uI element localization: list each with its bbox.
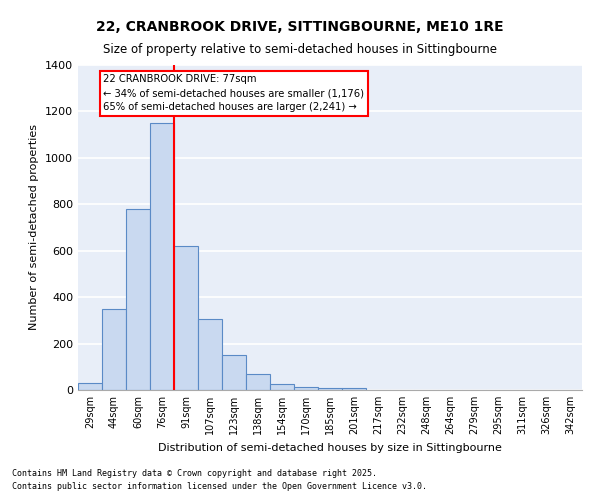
Bar [294, 386, 318, 390]
Text: 22, CRANBROOK DRIVE, SITTINGBOURNE, ME10 1RE: 22, CRANBROOK DRIVE, SITTINGBOURNE, ME10… [96, 20, 504, 34]
Bar [222, 355, 246, 390]
Bar [174, 246, 198, 390]
Text: Size of property relative to semi-detached houses in Sittingbourne: Size of property relative to semi-detach… [103, 42, 497, 56]
Bar [102, 308, 126, 390]
Bar [126, 209, 150, 390]
Bar [342, 388, 366, 390]
Bar [318, 388, 342, 390]
Y-axis label: Number of semi-detached properties: Number of semi-detached properties [29, 124, 40, 330]
Bar [198, 319, 222, 390]
X-axis label: Distribution of semi-detached houses by size in Sittingbourne: Distribution of semi-detached houses by … [158, 442, 502, 452]
Text: Contains HM Land Registry data © Crown copyright and database right 2025.: Contains HM Land Registry data © Crown c… [12, 468, 377, 477]
Text: Contains public sector information licensed under the Open Government Licence v3: Contains public sector information licen… [12, 482, 427, 491]
Bar [78, 383, 102, 390]
Bar [150, 123, 174, 390]
Bar [246, 374, 270, 390]
Bar [270, 384, 294, 390]
Text: 22 CRANBROOK DRIVE: 77sqm
← 34% of semi-detached houses are smaller (1,176)
65% : 22 CRANBROOK DRIVE: 77sqm ← 34% of semi-… [103, 74, 364, 112]
